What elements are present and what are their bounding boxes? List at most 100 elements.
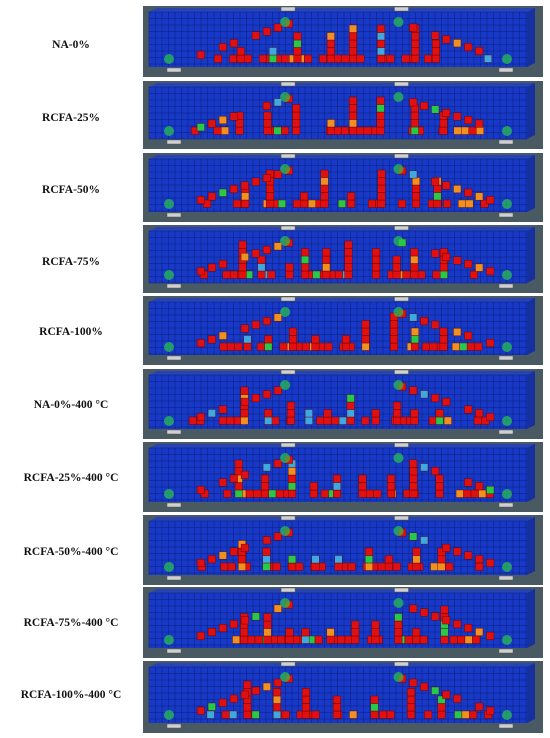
damage-cell xyxy=(455,489,464,498)
damage-glow xyxy=(393,17,404,27)
damage-cell xyxy=(273,710,281,719)
damage-glow xyxy=(502,416,512,426)
damage-cell xyxy=(484,54,492,63)
damage-cell xyxy=(262,174,271,183)
damage-cell xyxy=(442,690,451,699)
damage-cell xyxy=(251,710,260,719)
damage-cell xyxy=(451,342,460,351)
damage-cell xyxy=(431,320,440,329)
damage-cell xyxy=(377,562,386,571)
damage-cell xyxy=(419,635,428,644)
damage-cell xyxy=(344,240,353,249)
damage-cell xyxy=(453,620,462,629)
load-plate xyxy=(280,6,296,12)
damage-cell xyxy=(407,710,416,719)
damage-glow xyxy=(393,672,404,682)
damage-cell xyxy=(289,327,297,336)
damage-cell xyxy=(439,263,448,272)
damage-cell xyxy=(240,416,249,425)
damage-cell xyxy=(268,489,277,498)
damage-cell xyxy=(431,394,440,403)
damage-cell xyxy=(432,270,441,279)
damage-cell xyxy=(475,555,484,564)
damage-cell xyxy=(285,270,294,279)
beam-side-face xyxy=(527,298,535,355)
damage-contour-panel xyxy=(143,661,543,733)
damage-cell xyxy=(281,54,290,63)
load-plate xyxy=(394,442,409,448)
damage-glow xyxy=(393,92,404,102)
damage-cell xyxy=(424,54,432,63)
damage-cell xyxy=(301,248,310,257)
damage-cell xyxy=(386,710,395,719)
load-plate xyxy=(280,81,296,87)
damage-cell xyxy=(376,96,385,105)
damage-cell xyxy=(411,335,419,344)
damage-cell xyxy=(453,185,462,194)
damage-cell xyxy=(218,698,227,707)
damage-cell xyxy=(220,562,229,571)
damage-cell xyxy=(223,489,232,498)
damage-cell xyxy=(453,112,462,121)
beam-top-face xyxy=(149,155,535,159)
damage-cell xyxy=(464,478,473,487)
damage-glow xyxy=(393,598,404,608)
damage-cell xyxy=(358,474,367,483)
damage-cell xyxy=(377,184,386,193)
damage-cell xyxy=(341,54,350,63)
damage-cell xyxy=(475,702,484,711)
damage-cell xyxy=(218,188,227,197)
damage-cell xyxy=(412,562,421,571)
damage-cell xyxy=(262,463,271,472)
damage-cell xyxy=(439,335,448,344)
load-plate xyxy=(280,442,296,448)
damage-cell xyxy=(292,104,301,113)
damage-cell xyxy=(324,342,333,351)
damage-cell xyxy=(261,474,269,483)
damage-cell xyxy=(411,47,420,56)
damage-glow xyxy=(502,270,512,280)
damage-cell xyxy=(377,24,385,33)
damage-cell xyxy=(213,126,222,135)
damage-cell xyxy=(344,270,353,279)
damage-cell xyxy=(332,703,341,712)
beam-top-face xyxy=(149,8,535,12)
damage-cell xyxy=(320,184,329,193)
damage-cell xyxy=(475,628,484,636)
damage-cell xyxy=(251,394,260,403)
damage-cell xyxy=(240,397,249,406)
support-plate xyxy=(498,648,514,654)
damage-cell xyxy=(361,335,370,344)
damage-glow xyxy=(164,489,174,499)
damage-cell xyxy=(411,327,419,336)
damage-cell xyxy=(247,635,256,644)
load-plate xyxy=(394,6,409,12)
damage-cell xyxy=(207,702,216,711)
damage-cell xyxy=(473,416,482,425)
damage-glow xyxy=(393,380,404,390)
damage-cell xyxy=(346,416,355,425)
damage-contour-panel xyxy=(143,587,543,658)
load-plate xyxy=(394,81,409,87)
damage-cell xyxy=(358,482,367,491)
damage-cell xyxy=(470,489,479,498)
damage-cell xyxy=(273,98,282,107)
damage-cell xyxy=(256,342,265,351)
damage-cell xyxy=(347,199,356,208)
damage-cell xyxy=(281,126,289,135)
damage-cell xyxy=(326,32,335,41)
support-plate xyxy=(166,575,182,581)
damage-cell xyxy=(349,54,357,63)
damage-glow xyxy=(502,199,512,209)
damage-cell xyxy=(333,474,341,483)
damage-cell xyxy=(437,710,446,719)
damage-cell xyxy=(218,551,227,560)
damage-cell xyxy=(263,620,272,629)
damage-cell xyxy=(361,320,370,329)
damage-cell xyxy=(289,342,297,351)
damage-cell xyxy=(390,335,398,344)
damage-glow xyxy=(502,342,512,352)
damage-cell xyxy=(263,635,272,644)
damage-cell xyxy=(394,628,403,637)
damage-cell xyxy=(409,170,418,179)
